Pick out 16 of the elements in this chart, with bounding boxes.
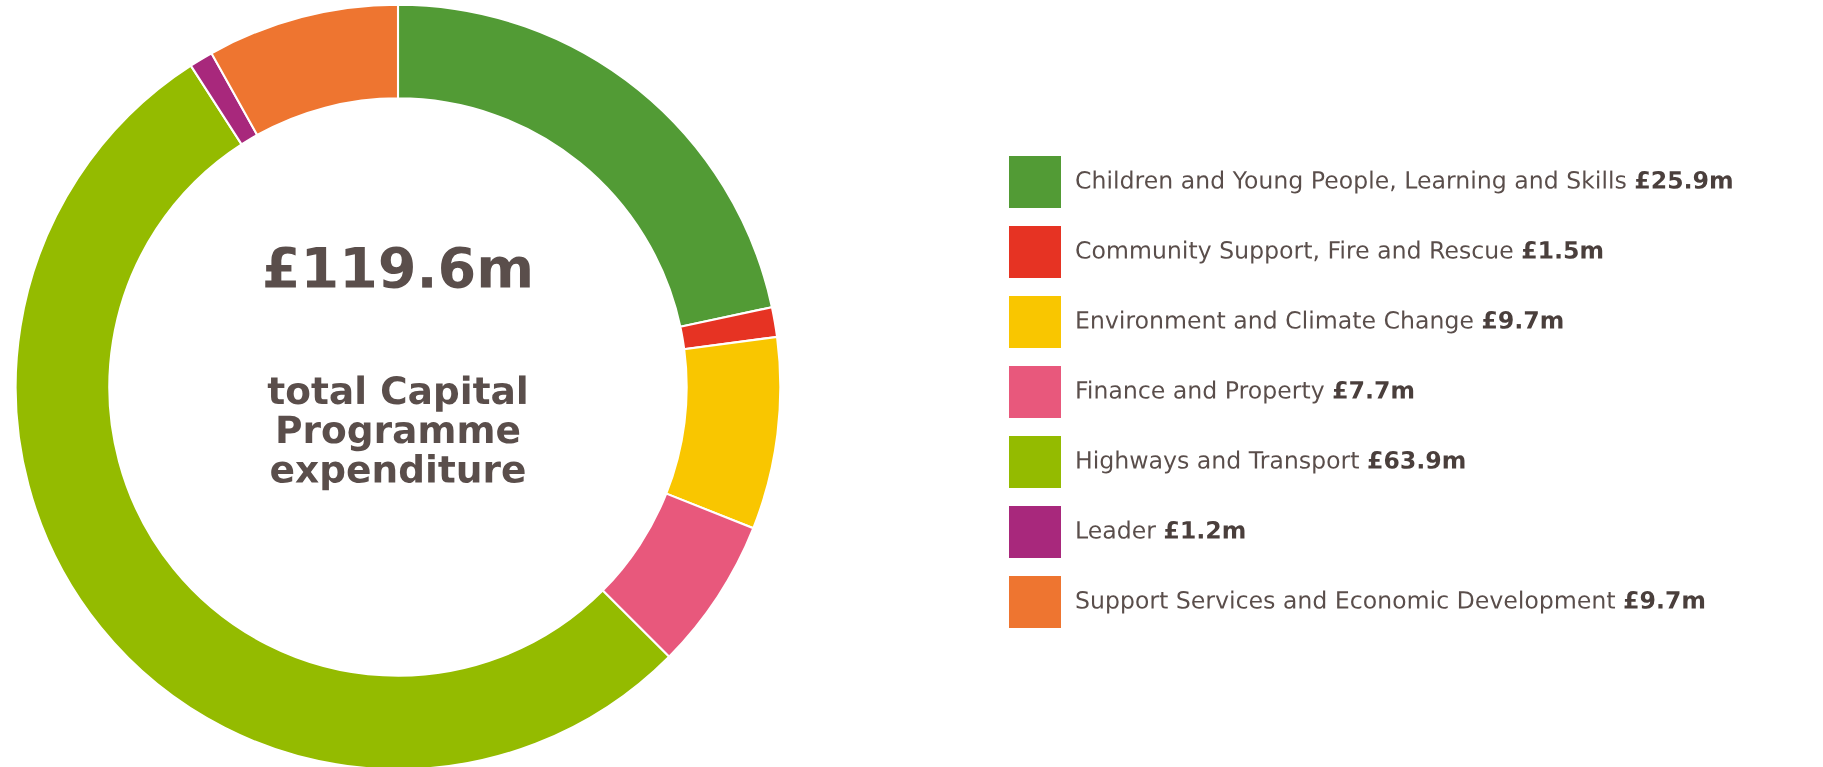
legend-label: Highways and Transport	[1077, 450, 1359, 474]
data-label: £25.9m	[1635, 170, 1732, 189]
text: £119.6m	[265, 246, 530, 289]
legend-label: Children and Young People, Learning and Skills	[1076, 170, 1626, 194]
data-label: £1.5m	[1522, 240, 1603, 259]
text: total Capital Programme expenditure	[267, 375, 526, 491]
legend-label: Environment and Climate Change	[1077, 310, 1473, 334]
legend-label: Finance and Property	[1077, 380, 1324, 404]
data-label: £9.7m	[1482, 310, 1563, 329]
data-label: £1.2m	[1164, 520, 1245, 539]
data-label: £9.7m	[1624, 590, 1705, 609]
legend-label: Support Services and Economic Development	[1076, 590, 1616, 614]
legend-label: Leader	[1077, 520, 1156, 539]
data-label: £7.7m	[1333, 380, 1414, 399]
data-label: £63.9m	[1368, 450, 1465, 469]
legend-label: Community Support, Fire and Rescue	[1076, 240, 1513, 264]
